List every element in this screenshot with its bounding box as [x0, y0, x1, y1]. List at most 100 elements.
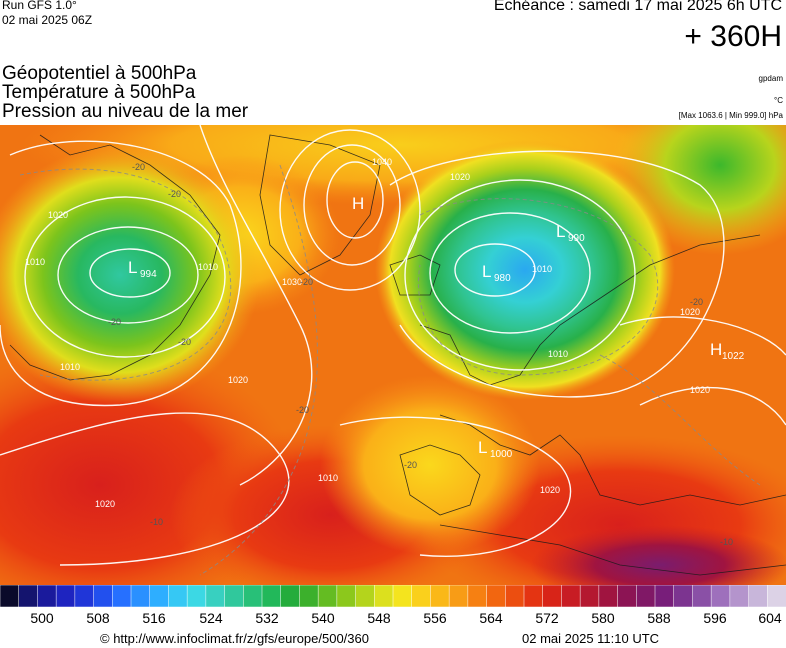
temperature-label: -20	[132, 162, 145, 172]
pressure-center-symbol: L	[556, 222, 565, 241]
isobar-label: 1010	[532, 264, 552, 274]
isobar-label: 1010	[60, 362, 80, 372]
pressure-center-symbol: H	[710, 340, 722, 359]
run-date: 02 mai 2025 06Z	[2, 13, 93, 27]
isobar-label: 1020	[48, 210, 68, 220]
colorbar-swatch	[55, 585, 76, 607]
colorbar	[0, 585, 786, 607]
colorbar-swatch	[729, 585, 750, 607]
colorbar-swatch	[523, 585, 544, 607]
pressure-center-value: 1022	[722, 351, 745, 362]
pressure-center-symbol: L	[478, 438, 487, 457]
isobar-label: 1030	[282, 277, 302, 287]
run-label: Run GFS 1.0°	[2, 0, 77, 12]
pressure-center-value: 1000	[490, 449, 513, 460]
colorbar-swatch	[392, 585, 413, 607]
colorbar-swatch	[448, 585, 469, 607]
colorbar-swatch	[767, 585, 786, 607]
pressure-center-value: 994	[140, 269, 157, 280]
colorbar-swatch	[430, 585, 450, 607]
colorbar-tick-label: 604	[758, 610, 782, 626]
colorbar-tick-label: 516	[142, 610, 166, 626]
colorbar-swatch	[149, 585, 170, 607]
isobar-label: 1010	[198, 262, 218, 272]
copyright-url: © http://www.infoclimat.fr/z/gfs/europe/…	[100, 631, 369, 646]
colorbar-swatch	[561, 585, 581, 607]
isobar-label: 1020	[690, 385, 710, 395]
colorbar-swatch	[654, 585, 675, 607]
forecast-lead-time: + 360H	[684, 20, 782, 53]
colorbar-swatch	[579, 585, 600, 607]
pressure-center-symbol: L	[128, 258, 137, 277]
colorbar-swatch	[486, 585, 507, 607]
colorbar-tick-label: 588	[647, 610, 671, 626]
colorbar-tick-label: 540	[311, 610, 335, 626]
colorbar-swatch	[748, 585, 769, 607]
colorbar-tick-label: 572	[535, 610, 559, 626]
colorbar-tick-label: 548	[367, 610, 391, 626]
colorbar-swatch	[37, 585, 57, 607]
colorbar-swatch	[411, 585, 432, 607]
title-geopotential: Géopotentiel à 500hPa	[2, 63, 197, 84]
colorbar-swatch	[299, 585, 319, 607]
colorbar-swatch	[710, 585, 731, 607]
colorbar-swatch	[93, 585, 114, 607]
colorbar-swatch	[0, 585, 20, 607]
colorbar-swatch	[317, 585, 338, 607]
colorbar-swatch	[636, 585, 656, 607]
unit-temperature: °C	[774, 96, 783, 105]
colorbar-swatch	[374, 585, 394, 607]
colorbar-swatch	[168, 585, 188, 607]
colorbar-tick-label: 532	[255, 610, 279, 626]
unit-geopotential: gpdam	[758, 74, 783, 83]
temperature-label: -10	[150, 517, 163, 527]
colorbar-tick-label: 508	[86, 610, 110, 626]
temperature-label: -20	[404, 460, 417, 470]
colorbar-swatch	[673, 585, 694, 607]
colorbar-swatch	[74, 585, 95, 607]
isobar-label: 1010	[548, 349, 568, 359]
colorbar-swatch	[261, 585, 282, 607]
colorbar-tick-label: 500	[30, 610, 54, 626]
colorbar-swatch	[598, 585, 619, 607]
colorbar-swatch	[205, 585, 226, 607]
isobar-label: 1010	[318, 473, 338, 483]
colorbar-tick-label: 524	[199, 610, 223, 626]
colorbar-swatch	[505, 585, 525, 607]
temperature-label: -20	[178, 337, 191, 347]
colorbar-swatch	[186, 585, 207, 607]
colorbar-swatch	[542, 585, 563, 607]
colorbar-swatch	[243, 585, 263, 607]
isobar-label: 1020	[680, 307, 700, 317]
isobar-label: 1020	[95, 499, 115, 509]
generation-date: 02 mai 2025 11:10 UTC	[522, 631, 660, 646]
colorbar-tick-label: 580	[591, 610, 615, 626]
pressure-center-symbol: L	[482, 262, 491, 281]
colorbar-tick-label: 556	[423, 610, 447, 626]
isobar-label: 1020	[228, 375, 248, 385]
temperature-label: -20	[108, 317, 121, 327]
title-temperature: Température à 500hPa	[2, 82, 196, 103]
colorbar-tick-label: 596	[703, 610, 727, 626]
temperature-label: -20	[168, 189, 181, 199]
temperature-label: -20	[296, 405, 309, 415]
colorbar-swatch	[617, 585, 638, 607]
colorbar-swatch	[692, 585, 712, 607]
pressure-center-value: 990	[568, 233, 585, 244]
temperature-label: -20	[690, 297, 703, 307]
colorbar-swatch	[224, 585, 245, 607]
colorbar-swatch	[130, 585, 151, 607]
temperature-label: -20	[300, 277, 313, 287]
title-pressure: Pression au niveau de la mer	[2, 101, 249, 122]
forecast-valid-time: Echéance : samedi 17 mai 2025 6h UTC	[493, 0, 782, 14]
colorbar-swatch	[18, 585, 39, 607]
colorbar-swatch	[112, 585, 132, 607]
colorbar-swatch	[336, 585, 357, 607]
isobar-label: 1020	[450, 172, 470, 182]
colorbar-tick-label: 564	[479, 610, 503, 626]
pressure-center-symbol: H	[352, 194, 364, 213]
temperature-label: -10	[720, 537, 733, 547]
pressure-range: [Max 1063.6 | Min 999.0] hPa	[678, 111, 783, 120]
isobar-label: 1020	[540, 485, 560, 495]
